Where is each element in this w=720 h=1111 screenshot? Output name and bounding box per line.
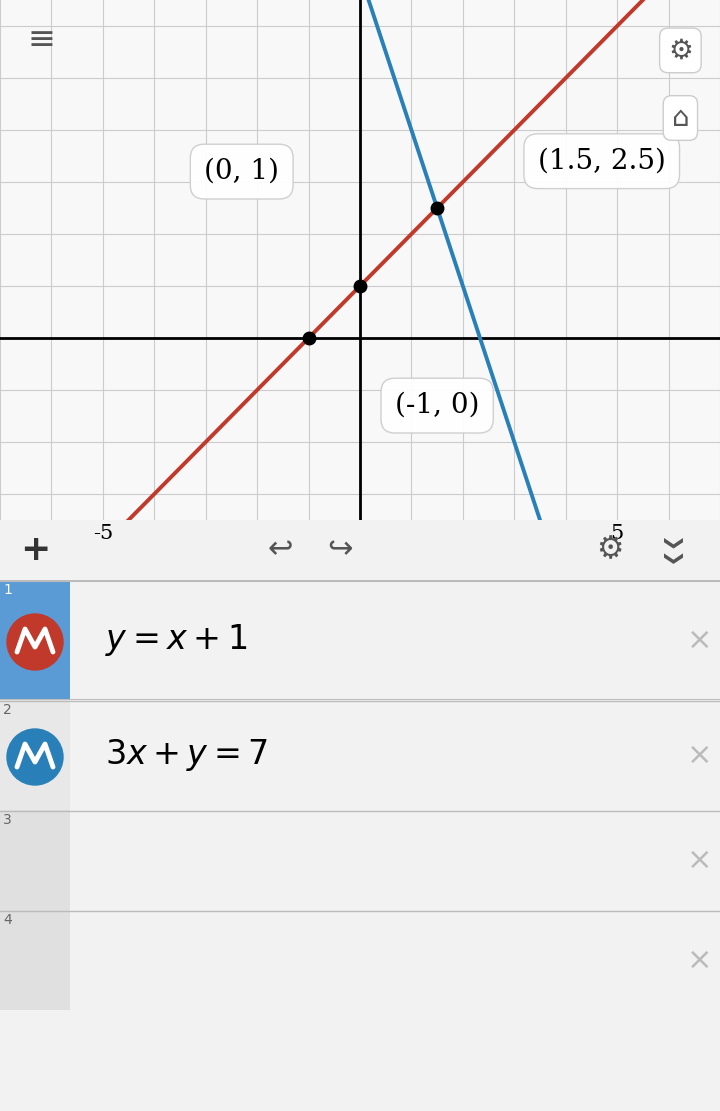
Text: 2: 2 (3, 703, 12, 717)
Text: ↩: ↩ (267, 536, 293, 564)
Text: ×: × (688, 845, 713, 874)
Text: ⚙: ⚙ (596, 536, 624, 564)
Text: ⚙: ⚙ (668, 37, 693, 64)
Text: (0, 1): (0, 1) (204, 158, 279, 186)
Text: ⌂: ⌂ (672, 104, 689, 132)
Text: 4: 4 (3, 913, 12, 927)
Bar (0, 810, 70, 910)
Text: 1: 1 (3, 583, 12, 597)
Text: ≡: ≡ (27, 23, 55, 57)
Bar (0, 700, 70, 810)
Text: ×: × (688, 945, 713, 974)
Circle shape (7, 614, 63, 670)
Bar (0, 580, 70, 700)
Text: ×: × (688, 625, 713, 654)
Text: (1.5, 2.5): (1.5, 2.5) (538, 148, 666, 174)
Text: (-1, 0): (-1, 0) (395, 392, 480, 419)
Text: ❯❯: ❯❯ (660, 536, 680, 569)
Text: $3x + y = 7$: $3x + y = 7$ (105, 737, 268, 773)
Circle shape (7, 729, 63, 785)
Bar (0, 910, 70, 1010)
Text: +: + (20, 533, 50, 567)
Text: 3: 3 (3, 813, 12, 827)
Text: $y = x + 1$: $y = x + 1$ (105, 622, 248, 658)
Text: ×: × (688, 741, 713, 770)
Text: ↪: ↪ (328, 536, 353, 564)
